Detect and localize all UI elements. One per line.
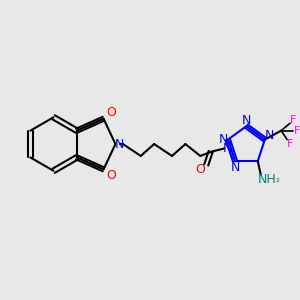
Text: F: F — [287, 139, 293, 149]
Text: NH: NH — [257, 172, 276, 185]
Text: N: N — [222, 142, 232, 155]
Text: N: N — [219, 133, 228, 146]
Text: O: O — [195, 163, 205, 176]
Text: O: O — [106, 106, 116, 119]
Text: N: N — [242, 114, 251, 127]
Text: O: O — [106, 169, 116, 182]
Text: F: F — [290, 115, 296, 125]
Text: F: F — [294, 126, 300, 136]
Text: N: N — [265, 129, 274, 142]
Text: N: N — [230, 160, 240, 174]
Text: N: N — [115, 137, 124, 151]
Text: ₂: ₂ — [275, 174, 279, 184]
